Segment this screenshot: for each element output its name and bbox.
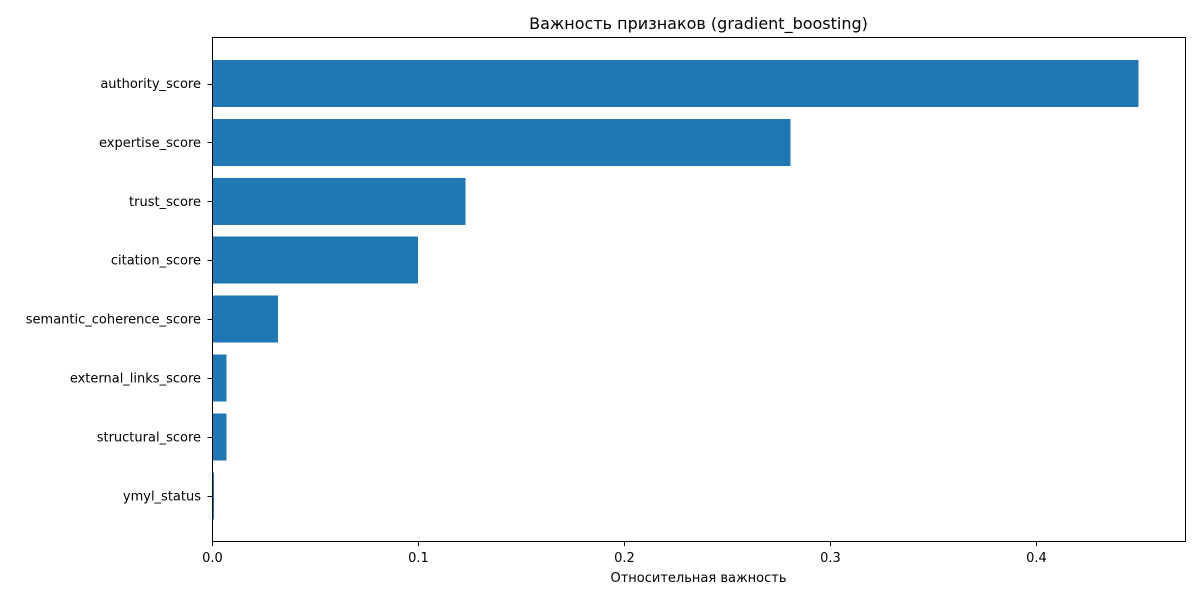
- y-tick-label: expertise_score: [99, 136, 201, 151]
- bar-trust-score: [212, 177, 466, 225]
- y-tick-label: external_links_score: [70, 372, 201, 387]
- x-tick-label: 0.1: [408, 551, 429, 566]
- x-tick-label: 0.0: [202, 551, 223, 566]
- x-axis: 0.0 0.1 0.2 0.3 0.4: [202, 541, 1047, 566]
- bar-expertise-score: [212, 118, 791, 166]
- y-tick-label: ymyl_status: [123, 489, 201, 504]
- bar-citation-score: [212, 236, 418, 284]
- y-tick-label: trust_score: [129, 195, 201, 210]
- chart-title: Важность признаков (gradient_boosting): [529, 14, 868, 34]
- x-axis-label: Относительная важность: [611, 571, 787, 586]
- bar-external-links-score: [212, 354, 227, 402]
- y-tick-label: citation_score: [111, 254, 201, 269]
- y-tick-label: authority_score: [100, 77, 201, 92]
- bar-ymyl-status: [212, 472, 215, 520]
- y-tick-label: semantic_coherence_score: [26, 313, 201, 328]
- bar-semantic-coherence-score: [212, 295, 278, 343]
- y-tick-label: structural_score: [97, 430, 201, 445]
- y-axis: authority_score expertise_score trust_scor…: [26, 77, 212, 504]
- bar-structural-score: [212, 413, 227, 461]
- plot-frame: [212, 37, 1186, 542]
- bar-authority-score: [212, 60, 1139, 107]
- bars-layer: [212, 60, 1139, 520]
- x-tick-label: 0.3: [820, 551, 841, 566]
- x-tick-label: 0.2: [614, 551, 635, 566]
- x-tick-label: 0.4: [1026, 551, 1047, 566]
